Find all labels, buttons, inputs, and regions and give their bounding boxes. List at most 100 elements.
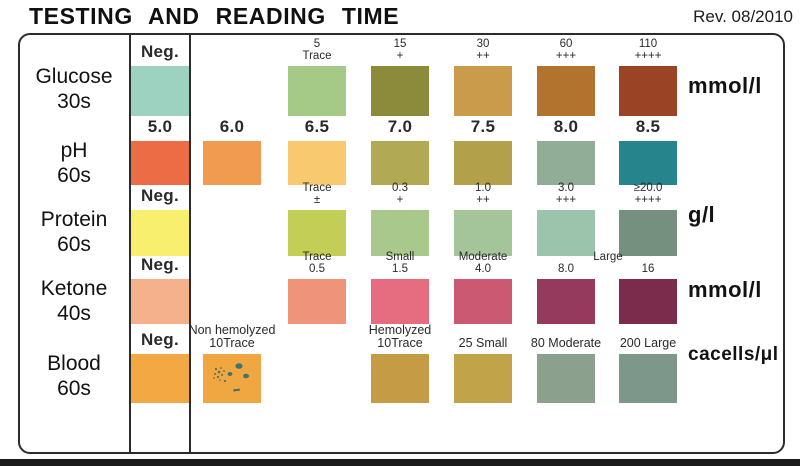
color-swatch bbox=[454, 141, 512, 185]
row-label-ph: pH 60s bbox=[57, 139, 91, 187]
color-swatch bbox=[203, 354, 261, 403]
divider-neg-column bbox=[189, 33, 191, 454]
swatch-label: Neg. bbox=[140, 186, 180, 206]
swatch-label: 3.0 +++ bbox=[555, 181, 577, 207]
ph-8-0-cell: 8.0 bbox=[537, 118, 595, 185]
row-label-blood: Blood 60s bbox=[47, 352, 101, 400]
color-swatch bbox=[537, 354, 595, 403]
row-label-glucose: Glucose 30s bbox=[35, 65, 113, 113]
row-label-ketone: Ketone 40s bbox=[40, 277, 108, 325]
swatch-label: Hemolyzed 10Trace bbox=[368, 322, 432, 351]
color-swatch bbox=[131, 66, 189, 116]
swatch-label: Non hemolyzed 10Trace bbox=[188, 322, 276, 351]
swatch-label: Trace ± bbox=[302, 181, 332, 207]
swatch-label: 8.0 bbox=[558, 263, 574, 276]
protein-1-0-cell: 1.0 ++ bbox=[454, 182, 512, 256]
swatch-label: 7.0 bbox=[387, 117, 413, 137]
color-swatch bbox=[131, 279, 189, 324]
swatch-label: 15 + bbox=[393, 37, 407, 63]
color-swatch bbox=[537, 66, 595, 116]
color-swatch bbox=[619, 66, 677, 116]
swatch-label: 0.3 + bbox=[392, 181, 408, 207]
swatch-label: 200 Large bbox=[619, 336, 677, 351]
color-swatch bbox=[288, 141, 346, 185]
color-swatch bbox=[619, 354, 677, 403]
ketone-neg-cell: Neg. bbox=[131, 256, 189, 324]
unit-ketone: mmol/l bbox=[688, 277, 762, 302]
page-title: TESTING AND READING TIME bbox=[29, 3, 400, 29]
blood-80-moderate-cell: 80 Moderate bbox=[531, 336, 601, 403]
color-swatch bbox=[619, 210, 677, 256]
color-swatch bbox=[288, 279, 346, 324]
ph-5-0-cell: 5.0 bbox=[131, 118, 189, 185]
blood-25-small-cell: 25 Small bbox=[454, 336, 512, 403]
color-swatch bbox=[619, 141, 677, 185]
blood-neg-cell: Neg. bbox=[131, 331, 189, 403]
ketone-moderate-cell: Moderate 4.0 bbox=[454, 251, 512, 324]
unit-protein: g/l bbox=[688, 202, 716, 227]
protein-3-0-cell: 3.0 +++ bbox=[537, 182, 595, 256]
glucose-trace-cell: 5 Trace bbox=[288, 38, 346, 116]
glucose-30-cell: 30 ++ bbox=[454, 38, 512, 116]
ketone-8-0-cell: 8.0 bbox=[537, 263, 595, 324]
glucose-60-cell: 60 +++ bbox=[537, 38, 595, 116]
swatch-label: Small 1.5 bbox=[385, 250, 415, 276]
swatch-label: 1.0 ++ bbox=[475, 181, 491, 207]
swatch-label: Neg. bbox=[140, 42, 180, 62]
swatch-label: 25 Small bbox=[458, 336, 508, 351]
ph-8-5-cell: 8.5 bbox=[619, 118, 677, 185]
divider-row-labels bbox=[129, 33, 131, 454]
protein-0-3-cell: 0.3 + bbox=[371, 182, 429, 256]
protein-neg-cell: Neg. bbox=[131, 187, 189, 256]
swatch-label: 30 ++ bbox=[476, 37, 490, 63]
color-swatch bbox=[371, 279, 429, 324]
color-swatch bbox=[537, 141, 595, 185]
color-swatch bbox=[131, 141, 189, 185]
protein-trace-cell: Trace ± bbox=[288, 182, 346, 256]
ketone-small-cell: Small 1.5 bbox=[371, 251, 429, 324]
color-swatch bbox=[371, 66, 429, 116]
blood-200-large-cell: 200 Large bbox=[619, 336, 677, 403]
swatch-label: Moderate 4.0 bbox=[458, 250, 508, 276]
row-label-protein: Protein 60s bbox=[40, 208, 108, 256]
swatch-label: 5 Trace bbox=[302, 37, 332, 63]
blood-hemolyzed-cell: Hemolyzed 10Trace bbox=[369, 323, 431, 403]
swatch-label: 8.0 bbox=[553, 117, 579, 137]
swatch-label: 5.0 bbox=[147, 117, 173, 137]
chart-frame bbox=[18, 33, 785, 454]
swatch-label: 80 Moderate bbox=[530, 336, 602, 351]
swatch-label: 110 ++++ bbox=[634, 37, 662, 63]
revision-label: Rev. 08/2010 bbox=[693, 7, 793, 26]
color-swatch bbox=[371, 141, 429, 185]
blood-nonhemolyzed-cell: Non hemolyzed 10Trace bbox=[189, 323, 275, 403]
ph-7-0-cell: 7.0 bbox=[371, 118, 429, 185]
swatch-label: 6.5 bbox=[304, 117, 330, 137]
ph-7-5-cell: 7.5 bbox=[454, 118, 512, 185]
color-swatch bbox=[619, 279, 677, 324]
color-swatch bbox=[203, 141, 261, 185]
blood-speckles-icon bbox=[213, 363, 249, 392]
protein-20-cell: ≥20.0 ++++ bbox=[619, 182, 677, 256]
color-swatch bbox=[131, 354, 189, 403]
color-swatch bbox=[537, 210, 595, 256]
swatch-label: Trace 0.5 bbox=[302, 250, 332, 276]
color-swatch bbox=[454, 354, 512, 403]
swatch-label: Neg. bbox=[140, 255, 180, 275]
ph-6-5-cell: 6.5 bbox=[288, 118, 346, 185]
swatch-label: 7.5 bbox=[470, 117, 496, 137]
color-swatch bbox=[454, 279, 512, 324]
ketone-large-cell: Large 16 bbox=[593, 251, 677, 324]
swatch-label: Neg. bbox=[140, 330, 180, 350]
glucose-neg-cell: Neg. bbox=[131, 43, 189, 116]
glucose-110-cell: 110 ++++ bbox=[619, 38, 677, 116]
swatch-label: 8.5 bbox=[635, 117, 661, 137]
ph-6-0-cell: 6.0 bbox=[203, 118, 261, 185]
color-swatch bbox=[454, 66, 512, 116]
color-swatch bbox=[288, 66, 346, 116]
color-swatch bbox=[131, 210, 189, 256]
color-swatch bbox=[371, 354, 429, 403]
color-swatch bbox=[454, 210, 512, 256]
swatch-label: Large 16 bbox=[593, 250, 655, 276]
swatch-label: 60 +++ bbox=[555, 37, 577, 63]
